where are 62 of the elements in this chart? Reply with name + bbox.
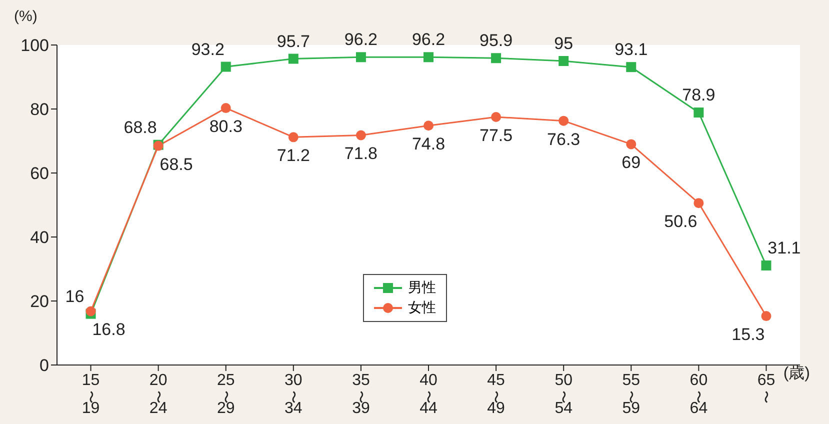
data-label: 95 [554, 34, 574, 53]
data-label: 71.2 [276, 146, 310, 166]
x-tick-label: 20〜24 [149, 372, 168, 417]
data-label: 96.2 [344, 30, 378, 50]
y-tick-label: 80 [30, 100, 49, 120]
data-label: 69 [622, 153, 641, 172]
y-tick-label: 100 [20, 36, 49, 56]
data-label: 16 [65, 286, 84, 306]
data-label: 31.1 [768, 238, 801, 258]
point [694, 198, 704, 208]
y-tick-label: 40 [30, 228, 49, 248]
point [424, 120, 434, 131]
data-label: 68.8 [124, 118, 157, 137]
point [626, 62, 636, 72]
point [761, 311, 772, 322]
x-tick-label: 15〜19 [82, 372, 100, 417]
point [558, 116, 569, 126]
x-axis-title: (歳) [783, 364, 810, 382]
x-tick-label: 30〜34 [284, 372, 302, 417]
y-tick-label: 0 [40, 356, 49, 376]
y-tick-label: 20 [30, 292, 49, 312]
legend-label: 男性 [408, 279, 436, 297]
x-tick-label: 55〜59 [622, 372, 640, 417]
x-tick-label: 45〜49 [487, 372, 506, 417]
y-axis-title: (%) [14, 8, 38, 25]
data-label: 95.9 [480, 31, 513, 50]
y-tick-label: 60 [30, 164, 49, 184]
data-label: 50.6 [664, 212, 698, 232]
point [491, 112, 502, 122]
point [220, 62, 231, 72]
point [356, 130, 366, 140]
data-label: 96.2 [412, 30, 446, 50]
x-tick-label: 40〜44 [420, 372, 438, 417]
data-label: 71.8 [344, 144, 378, 164]
point [694, 108, 704, 118]
point [220, 103, 231, 114]
point [424, 52, 434, 62]
data-label: 68.5 [160, 154, 193, 174]
point [288, 132, 298, 142]
legend-label: 女性 [408, 299, 436, 317]
data-label: 93.2 [191, 40, 224, 59]
x-tick-label: 60〜64 [690, 372, 708, 417]
point [288, 54, 298, 64]
data-label: 78.9 [682, 86, 716, 105]
data-label: 95.7 [276, 32, 310, 51]
point [356, 52, 366, 62]
data-label: 15.3 [732, 325, 765, 344]
data-label: 76.3 [547, 130, 580, 149]
x-tick-label: 25〜29 [216, 372, 235, 417]
data-label: 74.8 [412, 134, 446, 154]
data-label: 16.8 [92, 320, 126, 340]
data-label: 80.3 [209, 117, 242, 136]
x-tick-label: 35〜39 [352, 372, 370, 417]
point [491, 53, 502, 64]
point [86, 306, 96, 316]
point [626, 139, 636, 150]
data-label: 77.5 [480, 126, 513, 145]
data-label: 93.1 [614, 40, 648, 60]
point [761, 260, 772, 270]
x-tick-label: 65〜 [757, 372, 776, 404]
point [558, 56, 569, 66]
x-tick-label: 50〜54 [554, 372, 573, 417]
